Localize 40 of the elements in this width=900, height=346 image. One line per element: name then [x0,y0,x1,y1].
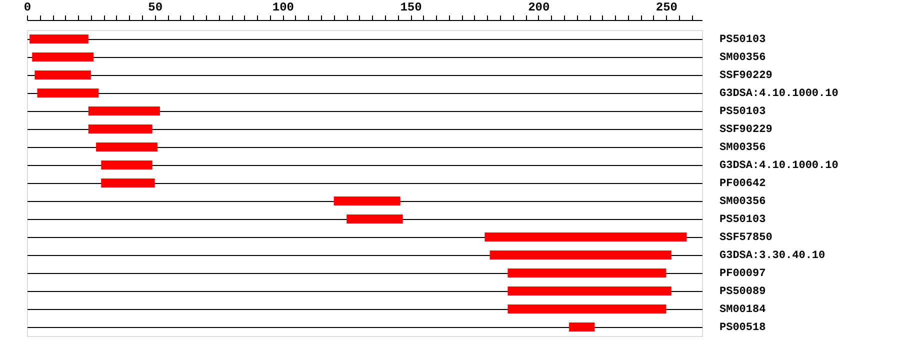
x-tick-label: 200 [528,0,550,14]
y-tick-label: PS00518 [720,322,766,334]
x-tick-label: 250 [656,0,678,14]
y-tick-label: SM00356 [720,142,766,154]
y-tick-label: PS50103 [720,214,766,226]
bar [101,178,155,188]
y-tick-label: G3DSA:3.30.40.10 [720,250,826,262]
y-tick-label: PS50089 [720,286,766,298]
bar [508,304,666,314]
x-tick-label: 50 [148,0,163,14]
y-tick-label: SM00356 [720,52,766,64]
bar [34,70,91,80]
y-tick-label: SSF90229 [720,70,772,82]
x-tick-label: 100 [272,0,294,14]
y-tick-label: PS50103 [720,34,766,46]
bar [37,88,99,98]
bar [484,232,687,242]
bar [490,250,672,260]
y-tick-label: SM00184 [720,304,766,316]
bar [508,286,672,296]
bar [569,322,595,332]
bar [346,214,403,224]
y-tick-label: PS50103 [720,106,766,118]
bar [88,124,152,134]
bar [96,142,158,152]
bar [334,196,400,206]
y-tick-label: G3DSA:4.10.1000.10 [720,88,838,100]
y-tick-label: PF00097 [720,268,766,280]
x-tick-label: 150 [400,0,422,14]
y-tick-label: PF00642 [720,178,766,190]
bar [508,268,666,278]
x-tick-label: 0 [24,0,32,14]
y-tick-label: SM00356 [720,196,766,208]
y-tick-label: G3DSA:4.10.1000.10 [720,160,838,172]
bar [101,160,152,170]
y-tick-label: SSF90229 [720,124,772,136]
bar [30,34,88,44]
bar [32,52,94,62]
bar [88,106,160,116]
y-tick-label: SSF57850 [720,232,772,244]
